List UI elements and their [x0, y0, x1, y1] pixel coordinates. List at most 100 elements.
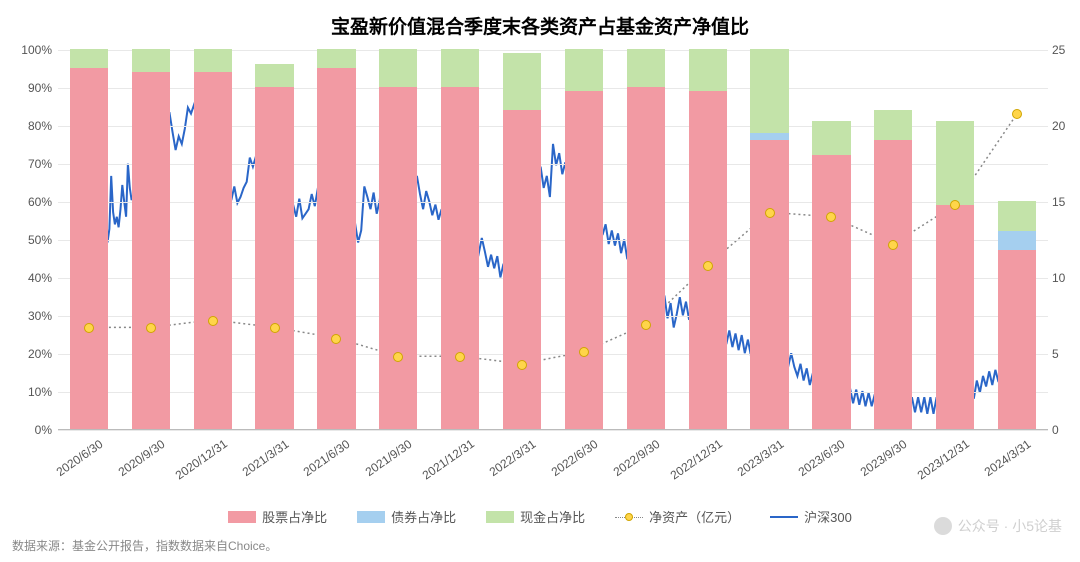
x-tick-label: 2021/9/30 — [363, 437, 415, 479]
x-tick-label: 2021/6/30 — [301, 437, 353, 479]
nav-marker — [517, 360, 527, 370]
bar-segment — [379, 49, 417, 87]
bar-segment — [503, 53, 541, 110]
bar-segment — [812, 121, 850, 155]
bar-group — [689, 49, 727, 429]
bar-segment — [255, 87, 293, 429]
legend-label: 股票占净比 — [262, 507, 327, 526]
bar-segment — [565, 49, 603, 91]
bar-segment — [441, 87, 479, 429]
nav-marker — [765, 208, 775, 218]
legend-item: 现金占净比 — [486, 507, 585, 526]
y-right-tick-label: 10 — [1052, 271, 1078, 285]
x-tick-label: 2020/6/30 — [54, 437, 106, 479]
bar-segment — [874, 140, 912, 429]
legend-label: 债券占净比 — [391, 507, 456, 526]
bar-group — [379, 49, 417, 429]
legend-label: 净资产（亿元） — [649, 507, 740, 526]
x-tick-label: 2022/9/30 — [610, 437, 662, 479]
bar-segment — [936, 205, 974, 429]
x-tick-label: 2021/3/31 — [239, 437, 291, 479]
y-left-tick-label: 60% — [18, 195, 52, 209]
bar-segment — [70, 49, 108, 68]
x-tick-label: 2021/12/31 — [420, 437, 477, 483]
y-left-tick-label: 0% — [18, 423, 52, 437]
bar-group — [317, 49, 355, 429]
bar-segment — [565, 91, 603, 429]
bar-group — [998, 49, 1036, 429]
bar-group — [194, 49, 232, 429]
gridline — [58, 430, 1048, 431]
nav-marker — [579, 347, 589, 357]
nav-marker — [84, 323, 94, 333]
legend-item: 沪深300 — [770, 507, 852, 526]
nav-marker — [146, 323, 156, 333]
y-left-tick-label: 80% — [18, 119, 52, 133]
data-source-note: 数据来源：基金公开报告，指数数据来自Choice。 — [12, 537, 277, 554]
bar-segment — [379, 87, 417, 429]
bar-segment — [441, 49, 479, 87]
bar-segment — [70, 68, 108, 429]
x-tick-label: 2023/9/30 — [858, 437, 910, 479]
bar-segment — [812, 155, 850, 429]
bar-segment — [255, 64, 293, 87]
x-tick-label: 2022/12/31 — [667, 437, 724, 483]
y-left-tick-label: 10% — [18, 385, 52, 399]
bar-segment — [998, 250, 1036, 429]
nav-marker — [270, 323, 280, 333]
y-right-tick-label: 20 — [1052, 119, 1078, 133]
bar-segment — [317, 68, 355, 429]
y-left-tick-label: 90% — [18, 81, 52, 95]
x-tick-label: 2024/3/31 — [982, 437, 1034, 479]
legend-label: 沪深300 — [804, 507, 852, 526]
chart-area: 0%10%20%30%40%50%60%70%80%90%100%0510152… — [58, 50, 1048, 430]
bar-segment — [936, 121, 974, 205]
watermark-text: 公众号 · 小5论基 — [958, 516, 1062, 536]
bar-segment — [503, 110, 541, 429]
y-left-tick-label: 40% — [18, 271, 52, 285]
bar-segment — [750, 49, 788, 133]
x-tick-label: 2020/12/31 — [172, 437, 229, 483]
nav-marker — [703, 261, 713, 271]
y-right-tick-label: 5 — [1052, 347, 1078, 361]
legend-marker-line-icon — [615, 512, 643, 522]
legend-item: 股票占净比 — [228, 507, 327, 526]
bar-segment — [627, 49, 665, 87]
nav-marker — [950, 200, 960, 210]
nav-marker — [331, 334, 341, 344]
x-tick-label: 2023/12/31 — [915, 437, 972, 483]
x-tick-label: 2023/6/30 — [796, 437, 848, 479]
y-left-tick-label: 30% — [18, 309, 52, 323]
legend-swatch — [486, 511, 514, 523]
bar-segment — [998, 201, 1036, 231]
legend-swatch — [228, 511, 256, 523]
bar-group — [441, 49, 479, 429]
legend-label: 现金占净比 — [520, 507, 585, 526]
x-tick-label: 2022/3/31 — [487, 437, 539, 479]
legend-item: 债券占净比 — [357, 507, 456, 526]
nav-marker — [888, 240, 898, 250]
bar-group — [750, 49, 788, 429]
legend: 股票占净比 债券占净比 现金占净比 净资产（亿元） 沪深300 — [0, 507, 1080, 526]
y-left-tick-label: 50% — [18, 233, 52, 247]
bar-segment — [998, 231, 1036, 250]
nav-marker — [641, 320, 651, 330]
bar-group — [936, 49, 974, 429]
nav-marker — [826, 212, 836, 222]
y-left-tick-label: 70% — [18, 157, 52, 171]
bar-segment — [627, 87, 665, 429]
chart-title: 宝盈新价值混合季度末各类资产占基金资产净值比 — [0, 0, 1080, 39]
y-right-tick-label: 0 — [1052, 423, 1078, 437]
x-tick-label: 2020/9/30 — [115, 437, 167, 479]
nav-marker — [208, 316, 218, 326]
y-right-tick-label: 15 — [1052, 195, 1078, 209]
x-tick-label: 2023/3/31 — [734, 437, 786, 479]
bar-segment — [750, 140, 788, 429]
bar-segment — [194, 49, 232, 72]
bar-group — [812, 49, 850, 429]
bar-segment — [317, 49, 355, 68]
bar-group — [255, 49, 293, 429]
bar-group — [627, 49, 665, 429]
wechat-icon — [934, 517, 952, 535]
bar-segment — [194, 72, 232, 429]
